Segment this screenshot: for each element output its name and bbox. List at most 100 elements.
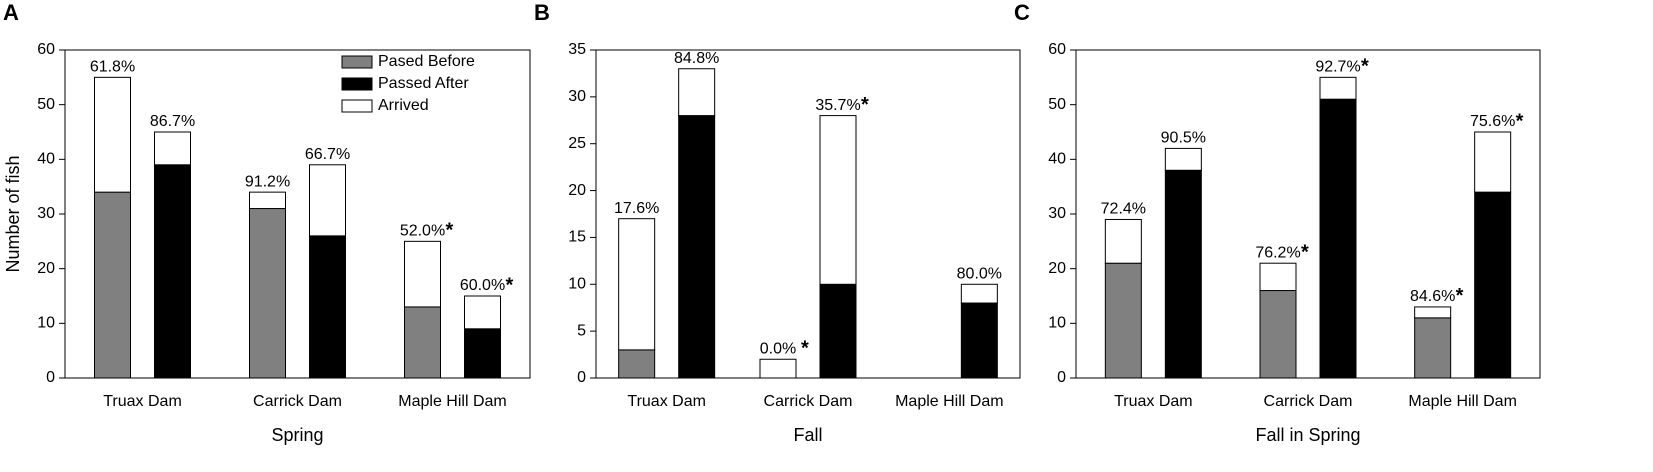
x-tick-label: Truax Dam bbox=[627, 393, 706, 410]
bar-arrived bbox=[249, 191, 286, 210]
y-tick-label: 30 bbox=[37, 205, 55, 222]
bar-arrived bbox=[678, 68, 716, 117]
bar-arrived bbox=[1259, 262, 1297, 292]
significance: * bbox=[506, 274, 514, 296]
x-axis-label: Fall in Spring bbox=[1255, 425, 1360, 445]
bar-passed bbox=[464, 328, 501, 379]
panel-letter: A bbox=[3, 0, 19, 25]
y-tick-label: 60 bbox=[37, 41, 55, 58]
bar-arrived bbox=[1164, 147, 1202, 171]
y-tick-label: 50 bbox=[37, 96, 55, 113]
legend-label: Pased Before bbox=[378, 53, 475, 70]
significance: * bbox=[1301, 241, 1309, 263]
bar-arrived bbox=[309, 164, 346, 237]
y-tick-label: 25 bbox=[568, 135, 586, 152]
bar-arrived bbox=[1319, 76, 1357, 100]
y-tick-label: 50 bbox=[1048, 96, 1066, 113]
bar-passed bbox=[819, 283, 857, 379]
bar-arrived bbox=[759, 358, 797, 379]
y-tick-label: 60 bbox=[1048, 41, 1066, 58]
y-tick-label: 30 bbox=[568, 88, 586, 105]
bar-arrived bbox=[94, 76, 131, 193]
y-tick-label: 35 bbox=[568, 41, 586, 58]
bar-passed bbox=[249, 208, 286, 379]
bar-label: 86.7% bbox=[150, 113, 195, 130]
bar-label: 92.7% bbox=[1315, 59, 1360, 76]
x-axis-label: Fall bbox=[793, 425, 822, 445]
bar-label: 35.7% bbox=[815, 97, 860, 114]
bar-label: 76.2% bbox=[1255, 244, 1300, 261]
x-tick-label: Maple Hill Dam bbox=[398, 393, 506, 410]
bar-passed bbox=[94, 191, 131, 379]
x-tick-label: Carrick Dam bbox=[764, 393, 853, 410]
bar-label: 0.0% bbox=[760, 340, 796, 357]
plot-frame bbox=[595, 49, 1021, 379]
bar-passed bbox=[1474, 191, 1512, 379]
y-tick-label: 40 bbox=[37, 151, 55, 168]
bar-arrived bbox=[1474, 131, 1512, 193]
bar-arrived bbox=[154, 131, 191, 166]
bar-arrived bbox=[1104, 218, 1142, 264]
bar-label: 75.6% bbox=[1470, 113, 1515, 130]
significance: * bbox=[1516, 110, 1524, 132]
bar-arrived bbox=[404, 240, 441, 308]
bar-passed bbox=[309, 235, 346, 379]
bar-arrived bbox=[618, 218, 656, 351]
bar-passed bbox=[1104, 262, 1142, 379]
legend-swatch bbox=[341, 55, 373, 69]
y-tick-label: 0 bbox=[1057, 369, 1066, 386]
bar-arrived bbox=[960, 283, 998, 304]
panel-letter: B bbox=[534, 0, 550, 25]
bar-label: 91.2% bbox=[245, 173, 290, 190]
legend-swatch bbox=[341, 99, 373, 113]
y-tick-label: 0 bbox=[577, 369, 586, 386]
bar-label: 90.5% bbox=[1161, 130, 1206, 147]
plot-frame bbox=[1075, 49, 1541, 379]
y-tick-label: 20 bbox=[1048, 260, 1066, 277]
y-tick-label: 10 bbox=[37, 315, 55, 332]
bar-label: 80.0% bbox=[957, 266, 1002, 283]
bar-passed bbox=[678, 115, 716, 379]
y-tick-label: 40 bbox=[1048, 151, 1066, 168]
significance: * bbox=[801, 338, 809, 360]
bar-label: 52.0% bbox=[400, 223, 445, 240]
bar-passed bbox=[960, 302, 998, 379]
x-tick-label: Maple Hill Dam bbox=[1408, 393, 1516, 410]
plot-frame bbox=[64, 49, 531, 379]
y-tick-label: 20 bbox=[37, 260, 55, 277]
bar-passed bbox=[1164, 169, 1202, 379]
bar-arrived bbox=[464, 295, 501, 330]
bar-arrived bbox=[819, 115, 857, 285]
y-tick-label: 10 bbox=[1048, 315, 1066, 332]
x-tick-label: Truax Dam bbox=[103, 393, 182, 410]
y-tick-label: 10 bbox=[568, 276, 586, 293]
bar-label: 84.6% bbox=[1410, 288, 1455, 305]
x-tick-label: Carrick Dam bbox=[1264, 393, 1353, 410]
y-tick-label: 5 bbox=[577, 322, 586, 339]
panel-letter: C bbox=[1014, 0, 1030, 25]
bar-label: 61.8% bbox=[90, 59, 135, 76]
significance: * bbox=[446, 220, 454, 242]
significance: * bbox=[1456, 285, 1464, 307]
x-tick-label: Maple Hill Dam bbox=[895, 393, 1003, 410]
y-axis-label: Number of fish bbox=[3, 155, 23, 272]
bar-passed bbox=[154, 164, 191, 379]
significance: * bbox=[861, 94, 869, 116]
bar-label: 66.7% bbox=[305, 146, 350, 163]
bar-label: 72.4% bbox=[1101, 201, 1146, 218]
bar-passed bbox=[1414, 317, 1452, 379]
significance: * bbox=[1361, 56, 1369, 78]
legend-label: Arrived bbox=[378, 97, 429, 114]
bar-label: 17.6% bbox=[614, 200, 659, 217]
y-tick-label: 20 bbox=[568, 182, 586, 199]
legend-label: Passed After bbox=[378, 75, 469, 92]
bar-passed bbox=[1319, 98, 1357, 379]
y-tick-label: 15 bbox=[568, 229, 586, 246]
bar-passed bbox=[404, 306, 441, 379]
x-axis-label: Spring bbox=[271, 425, 323, 445]
bar-label: 60.0% bbox=[460, 277, 505, 294]
legend-swatch bbox=[341, 77, 373, 91]
y-tick-label: 0 bbox=[46, 369, 55, 386]
x-tick-label: Carrick Dam bbox=[253, 393, 342, 410]
